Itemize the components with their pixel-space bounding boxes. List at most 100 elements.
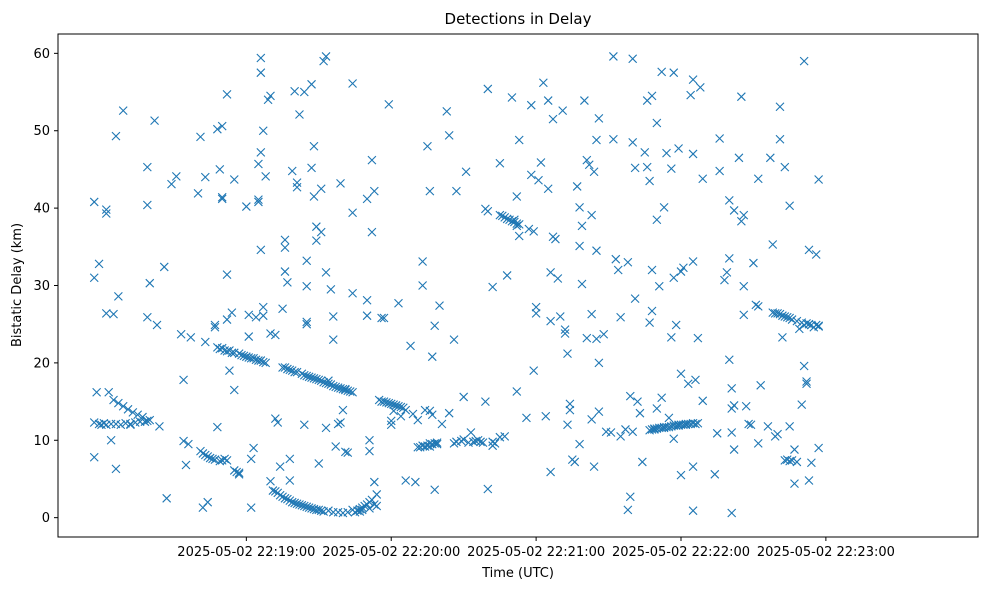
data-point bbox=[473, 435, 483, 445]
data-point bbox=[625, 391, 635, 401]
data-point bbox=[541, 411, 551, 421]
data-point bbox=[432, 438, 442, 447]
data-point bbox=[616, 312, 626, 322]
data-point bbox=[314, 375, 324, 385]
data-point bbox=[688, 257, 698, 266]
data-point bbox=[386, 416, 396, 426]
data-point bbox=[514, 135, 524, 145]
data-point bbox=[500, 213, 510, 222]
data-point bbox=[575, 439, 584, 449]
data-point bbox=[389, 406, 399, 416]
data-point bbox=[215, 456, 225, 466]
data-point bbox=[802, 379, 811, 389]
data-point bbox=[309, 192, 319, 201]
data-point bbox=[671, 320, 681, 330]
data-point bbox=[652, 118, 662, 128]
data-point bbox=[753, 174, 763, 184]
data-point bbox=[488, 437, 498, 447]
data-point bbox=[343, 507, 353, 517]
data-point bbox=[302, 317, 312, 327]
data-point bbox=[304, 372, 314, 382]
data-point bbox=[295, 500, 304, 509]
data-point bbox=[309, 373, 319, 383]
data-point bbox=[637, 457, 647, 467]
data-point bbox=[712, 428, 722, 438]
data-point bbox=[476, 437, 485, 447]
data-point bbox=[727, 384, 737, 393]
x-tick-label: 2025-05-02 22:21:00 bbox=[467, 545, 605, 560]
data-point bbox=[348, 79, 357, 88]
data-point bbox=[324, 506, 333, 516]
data-point bbox=[792, 316, 802, 326]
data-point bbox=[290, 86, 300, 96]
data-point bbox=[753, 438, 763, 448]
data-point bbox=[266, 476, 275, 486]
data-point bbox=[698, 174, 708, 184]
data-point bbox=[459, 392, 469, 402]
data-point bbox=[587, 309, 597, 319]
data-point bbox=[529, 366, 539, 376]
data-point bbox=[285, 365, 295, 375]
data-point bbox=[630, 294, 640, 304]
data-point bbox=[560, 325, 570, 334]
data-point bbox=[628, 137, 638, 147]
data-point bbox=[278, 492, 287, 502]
data-point bbox=[524, 224, 534, 234]
data-point bbox=[592, 334, 601, 344]
data-point bbox=[229, 385, 239, 395]
data-point bbox=[256, 148, 266, 157]
data-point bbox=[749, 258, 758, 268]
data-point bbox=[560, 329, 570, 338]
data-point bbox=[444, 408, 454, 418]
y-tick-label: 30 bbox=[33, 279, 50, 294]
y-axis-label: Bistatic Delay (km) bbox=[10, 223, 25, 347]
data-point bbox=[734, 153, 744, 163]
data-point bbox=[592, 246, 601, 256]
data-point bbox=[594, 358, 604, 368]
data-point bbox=[804, 319, 814, 329]
data-point bbox=[780, 312, 790, 321]
data-point bbox=[362, 311, 372, 321]
chart-title: Detections in Delay bbox=[445, 10, 592, 28]
data-point bbox=[249, 443, 258, 453]
data-point bbox=[502, 271, 512, 280]
data-point bbox=[241, 352, 251, 362]
data-point bbox=[727, 428, 737, 437]
data-point bbox=[669, 68, 679, 78]
data-point bbox=[287, 166, 297, 176]
data-point bbox=[582, 333, 592, 343]
data-point bbox=[222, 270, 232, 280]
data-point bbox=[321, 378, 331, 388]
data-point bbox=[210, 320, 220, 330]
data-point bbox=[647, 91, 657, 101]
data-point bbox=[401, 405, 411, 415]
data-point bbox=[633, 397, 642, 406]
x-axis: 2025-05-02 22:19:00 2025-05-02 22:20:00 20… bbox=[177, 537, 895, 560]
data-point bbox=[587, 414, 597, 424]
data-point bbox=[210, 455, 220, 465]
data-point bbox=[150, 116, 159, 126]
data-point bbox=[736, 92, 746, 102]
data-point bbox=[256, 245, 266, 255]
data-point bbox=[507, 93, 517, 102]
data-point bbox=[575, 202, 584, 212]
data-point bbox=[225, 366, 234, 376]
data-point bbox=[592, 135, 601, 145]
data-point bbox=[316, 184, 326, 194]
data-point bbox=[311, 236, 321, 246]
data-point bbox=[722, 267, 732, 277]
data-point bbox=[558, 106, 568, 115]
data-point bbox=[785, 456, 795, 466]
data-point bbox=[790, 479, 799, 488]
data-point bbox=[659, 422, 669, 432]
data-point bbox=[753, 302, 763, 311]
data-point bbox=[799, 361, 809, 371]
data-point bbox=[338, 405, 348, 415]
data-point bbox=[307, 503, 316, 513]
data-point bbox=[799, 56, 809, 66]
data-point bbox=[278, 304, 287, 314]
data-point bbox=[449, 438, 459, 448]
data-point bbox=[683, 379, 693, 389]
data-point bbox=[785, 421, 795, 431]
data-point bbox=[664, 413, 674, 423]
